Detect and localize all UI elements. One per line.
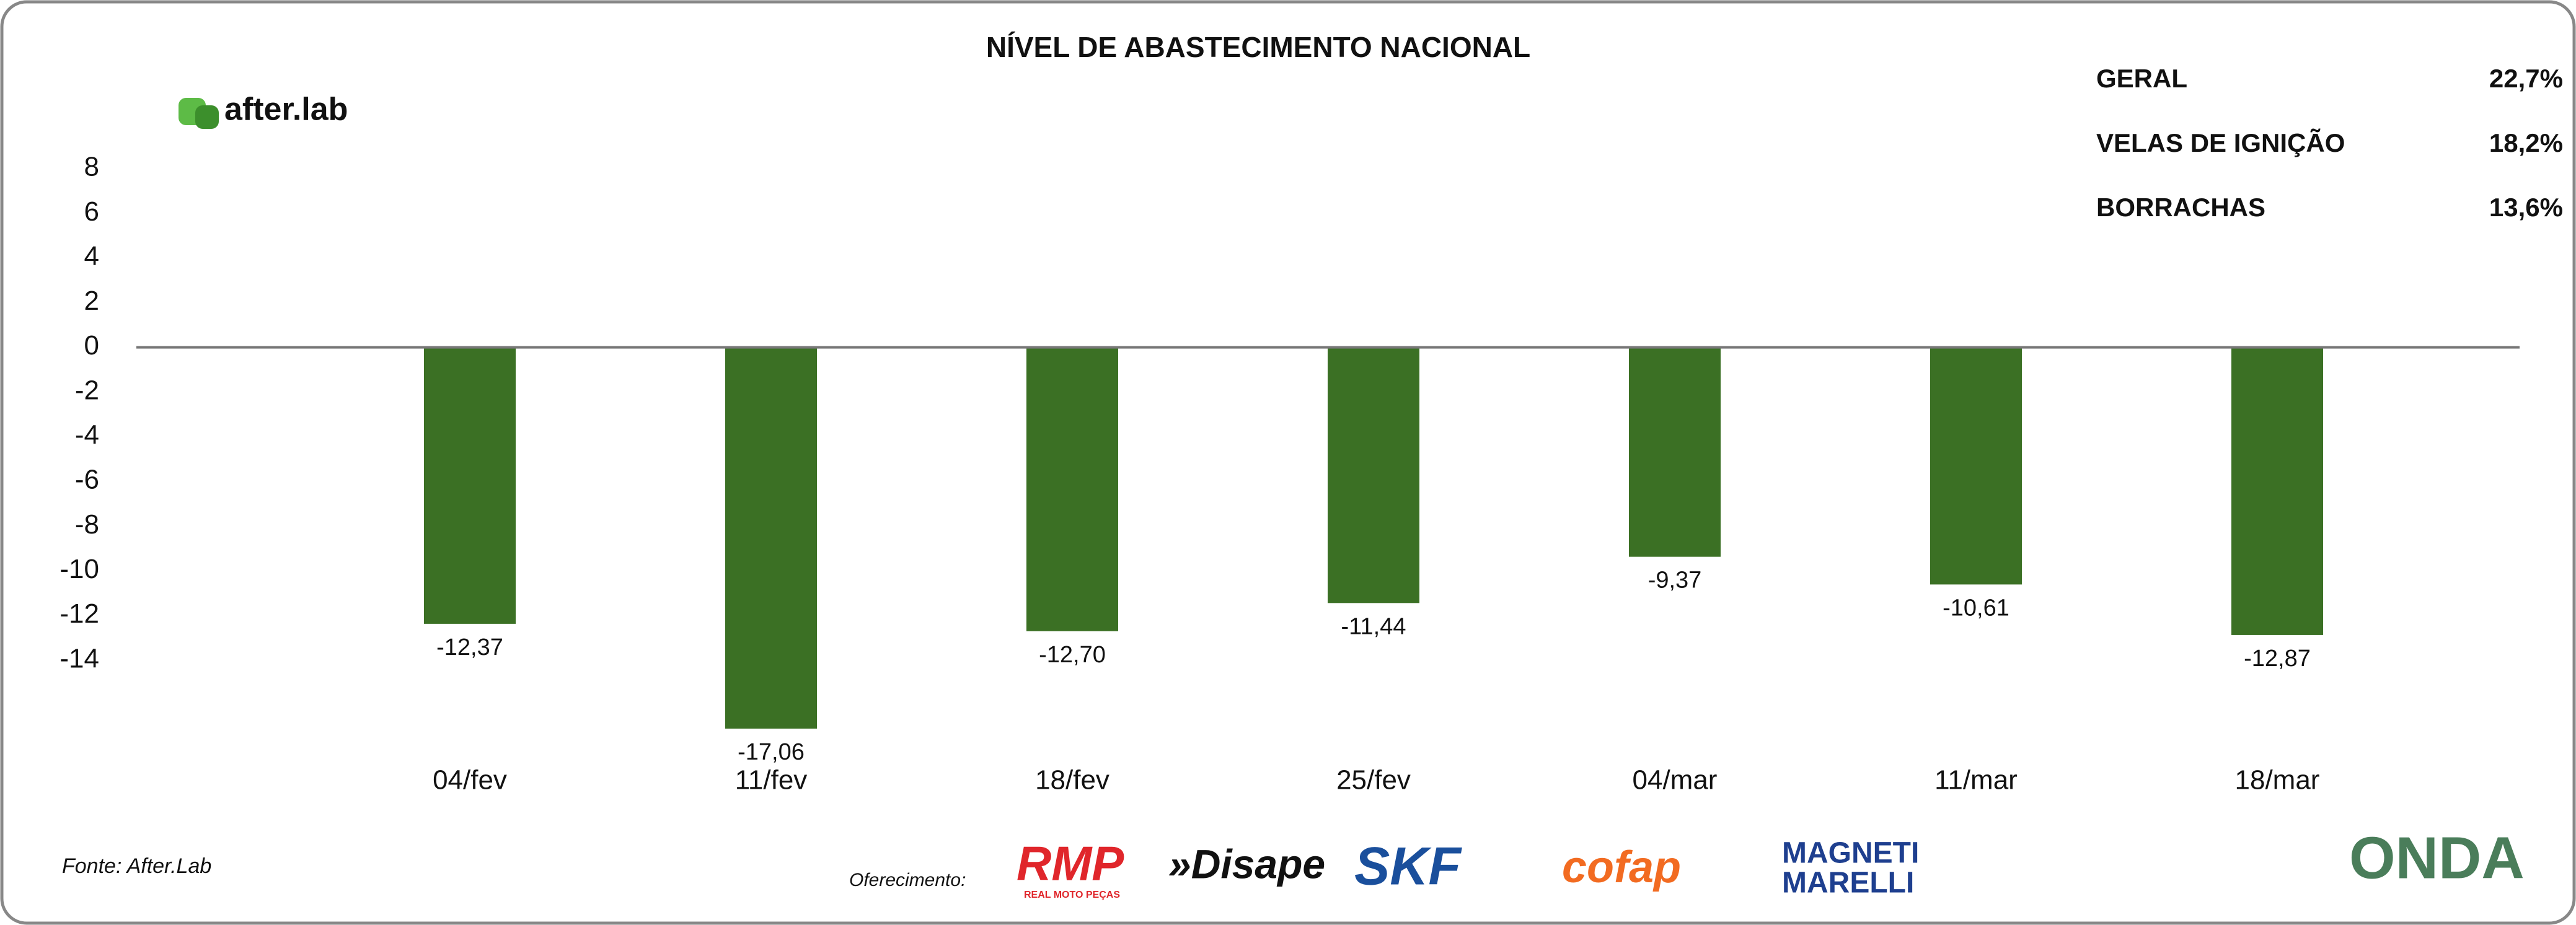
summary-value: 13,6% — [2489, 193, 2563, 222]
x-tick-label: 04/mar — [1633, 765, 1718, 796]
sponsor-logo: MAGNETI — [1782, 837, 1919, 870]
data-label: -12,87 — [2244, 646, 2311, 672]
bar — [2231, 347, 2323, 635]
brand-name: after.lab — [224, 92, 348, 128]
sponsor-logo: MARELLI — [1782, 867, 1914, 900]
summary-label: BORRACHAS — [2096, 193, 2265, 222]
y-tick-label: -2 — [75, 375, 99, 405]
bar — [1930, 347, 2022, 585]
y-tick-label: 8 — [84, 152, 99, 182]
y-tick-label: 4 — [84, 241, 99, 271]
bar — [725, 347, 817, 729]
data-label: -9,37 — [1648, 568, 1702, 594]
data-label: -12,37 — [436, 634, 503, 660]
data-label: -11,44 — [1341, 613, 1406, 639]
sponsor-logo: »Disape — [1168, 841, 1325, 887]
data-label: -17,06 — [738, 739, 805, 765]
summary-value: 18,2% — [2489, 128, 2563, 157]
data-label: -12,70 — [1039, 642, 1106, 668]
data-label: -10,61 — [1943, 595, 2009, 621]
y-tick-label: -10 — [60, 554, 99, 584]
chart-title: NÍVEL DE ABASTECIMENTO NACIONAL — [986, 31, 1530, 63]
sponsor-logo: SKF — [1354, 837, 1462, 897]
y-tick-label: 0 — [84, 330, 99, 361]
y-tick-label: -12 — [60, 598, 99, 629]
summary-label: VELAS DE IGNIÇÃO — [2096, 128, 2345, 157]
bar — [1629, 347, 1721, 557]
y-tick-label: -6 — [75, 465, 99, 495]
y-tick-label: -8 — [75, 509, 99, 540]
brand-logo: after.lab — [179, 92, 348, 129]
x-tick-label: 18/mar — [2235, 765, 2320, 796]
sponsor-logo: cofap — [1562, 843, 1681, 892]
logo-mark — [195, 105, 219, 129]
y-tick-label: -14 — [60, 643, 99, 673]
x-tick-label: 11/fev — [735, 765, 808, 796]
summary-value: 22,7% — [2489, 64, 2563, 93]
bar — [1328, 347, 1419, 603]
y-tick-label: 2 — [84, 286, 99, 316]
x-tick-label: 04/fev — [433, 765, 507, 796]
bar — [1026, 347, 1118, 631]
sponsor-logo: RMP — [1017, 836, 1124, 891]
y-tick-label: -4 — [75, 420, 99, 450]
sponsor-logos: RMP REAL MOTO PEÇAS »Disape SKF cofap MA… — [1017, 825, 2525, 900]
sponsor-label: Oferecimento: — [849, 870, 966, 890]
x-tick-label: 25/fev — [1336, 765, 1411, 796]
source: Fonte: After.Lab — [62, 854, 211, 878]
sponsor-logo: REAL MOTO PEÇAS — [1024, 890, 1120, 900]
sponsor-logo: ONDA — [2349, 825, 2525, 891]
x-tick-label: 11/mar — [1934, 765, 2018, 796]
bar — [424, 347, 516, 624]
y-tick-label: 6 — [84, 196, 99, 227]
x-tick-label: 18/fev — [1035, 765, 1109, 796]
summary-label: GERAL — [2096, 64, 2187, 93]
